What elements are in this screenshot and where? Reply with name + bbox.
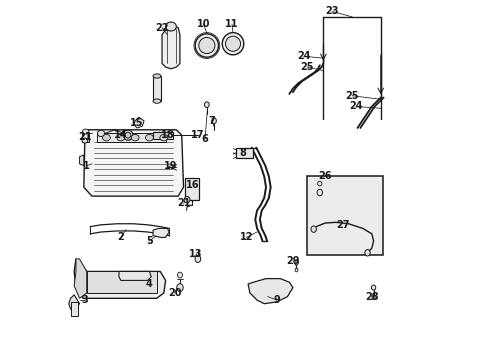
Text: 24: 24: [348, 102, 362, 112]
Ellipse shape: [177, 272, 182, 278]
Ellipse shape: [225, 36, 240, 51]
Ellipse shape: [184, 197, 190, 203]
Bar: [235, 148, 252, 158]
Text: 16: 16: [185, 180, 199, 190]
Ellipse shape: [82, 129, 89, 134]
Ellipse shape: [310, 226, 316, 232]
Text: 17: 17: [191, 130, 204, 140]
Text: 12: 12: [239, 232, 252, 242]
Text: 25: 25: [345, 91, 358, 101]
Text: 25: 25: [300, 62, 313, 72]
Ellipse shape: [125, 132, 131, 138]
Text: 24: 24: [296, 51, 310, 61]
Text: 4: 4: [146, 279, 153, 289]
Text: 19: 19: [164, 161, 177, 171]
Polygon shape: [134, 117, 144, 128]
Polygon shape: [162, 26, 180, 69]
Polygon shape: [247, 279, 292, 304]
Text: 6: 6: [201, 134, 208, 144]
Text: 23: 23: [325, 6, 338, 17]
Bar: [153, 132, 172, 139]
Ellipse shape: [317, 181, 321, 186]
Text: 7: 7: [208, 116, 215, 126]
Ellipse shape: [176, 284, 183, 292]
Polygon shape: [80, 155, 83, 166]
Text: 22: 22: [155, 23, 168, 33]
Text: 27: 27: [336, 220, 349, 230]
Text: 3: 3: [81, 295, 88, 305]
Text: 5: 5: [146, 236, 153, 246]
Text: 13: 13: [189, 248, 203, 258]
Polygon shape: [74, 259, 165, 298]
Text: 2: 2: [117, 232, 124, 242]
Ellipse shape: [117, 134, 124, 141]
Ellipse shape: [198, 37, 214, 54]
Ellipse shape: [371, 296, 374, 300]
Text: 26: 26: [318, 171, 331, 181]
Text: 8: 8: [239, 148, 245, 158]
Ellipse shape: [364, 249, 369, 256]
Ellipse shape: [82, 138, 88, 143]
Text: 20: 20: [167, 288, 181, 298]
Text: 11: 11: [225, 19, 238, 29]
Ellipse shape: [122, 130, 133, 140]
Polygon shape: [86, 271, 156, 293]
Ellipse shape: [204, 102, 209, 108]
Ellipse shape: [294, 268, 297, 272]
Ellipse shape: [195, 255, 201, 262]
Ellipse shape: [294, 260, 298, 265]
Text: 1: 1: [83, 161, 90, 171]
Ellipse shape: [153, 74, 161, 78]
Text: 18: 18: [160, 130, 174, 140]
Text: 15: 15: [130, 118, 143, 128]
Ellipse shape: [211, 118, 216, 124]
Ellipse shape: [222, 33, 244, 55]
Text: 29: 29: [285, 256, 299, 266]
Ellipse shape: [97, 130, 104, 136]
Ellipse shape: [102, 134, 110, 141]
Polygon shape: [74, 259, 86, 298]
Ellipse shape: [371, 285, 375, 290]
Polygon shape: [119, 271, 151, 280]
Polygon shape: [69, 295, 80, 311]
Bar: [153, 76, 161, 101]
Text: 21: 21: [177, 198, 190, 208]
Bar: [185, 178, 199, 200]
Bar: [82, 132, 89, 142]
Bar: [306, 176, 382, 255]
Ellipse shape: [165, 22, 176, 31]
Polygon shape: [97, 134, 165, 142]
Text: 28: 28: [364, 292, 378, 302]
Polygon shape: [83, 130, 183, 196]
Ellipse shape: [160, 134, 167, 141]
Ellipse shape: [145, 134, 153, 141]
Ellipse shape: [195, 34, 218, 57]
Ellipse shape: [317, 189, 322, 196]
Text: 9: 9: [273, 295, 280, 305]
Polygon shape: [153, 228, 169, 237]
Text: 10: 10: [196, 19, 209, 29]
Ellipse shape: [131, 134, 139, 141]
Text: 21: 21: [78, 132, 91, 142]
Text: 14: 14: [114, 130, 127, 140]
Ellipse shape: [153, 99, 161, 103]
Bar: [70, 302, 78, 316]
